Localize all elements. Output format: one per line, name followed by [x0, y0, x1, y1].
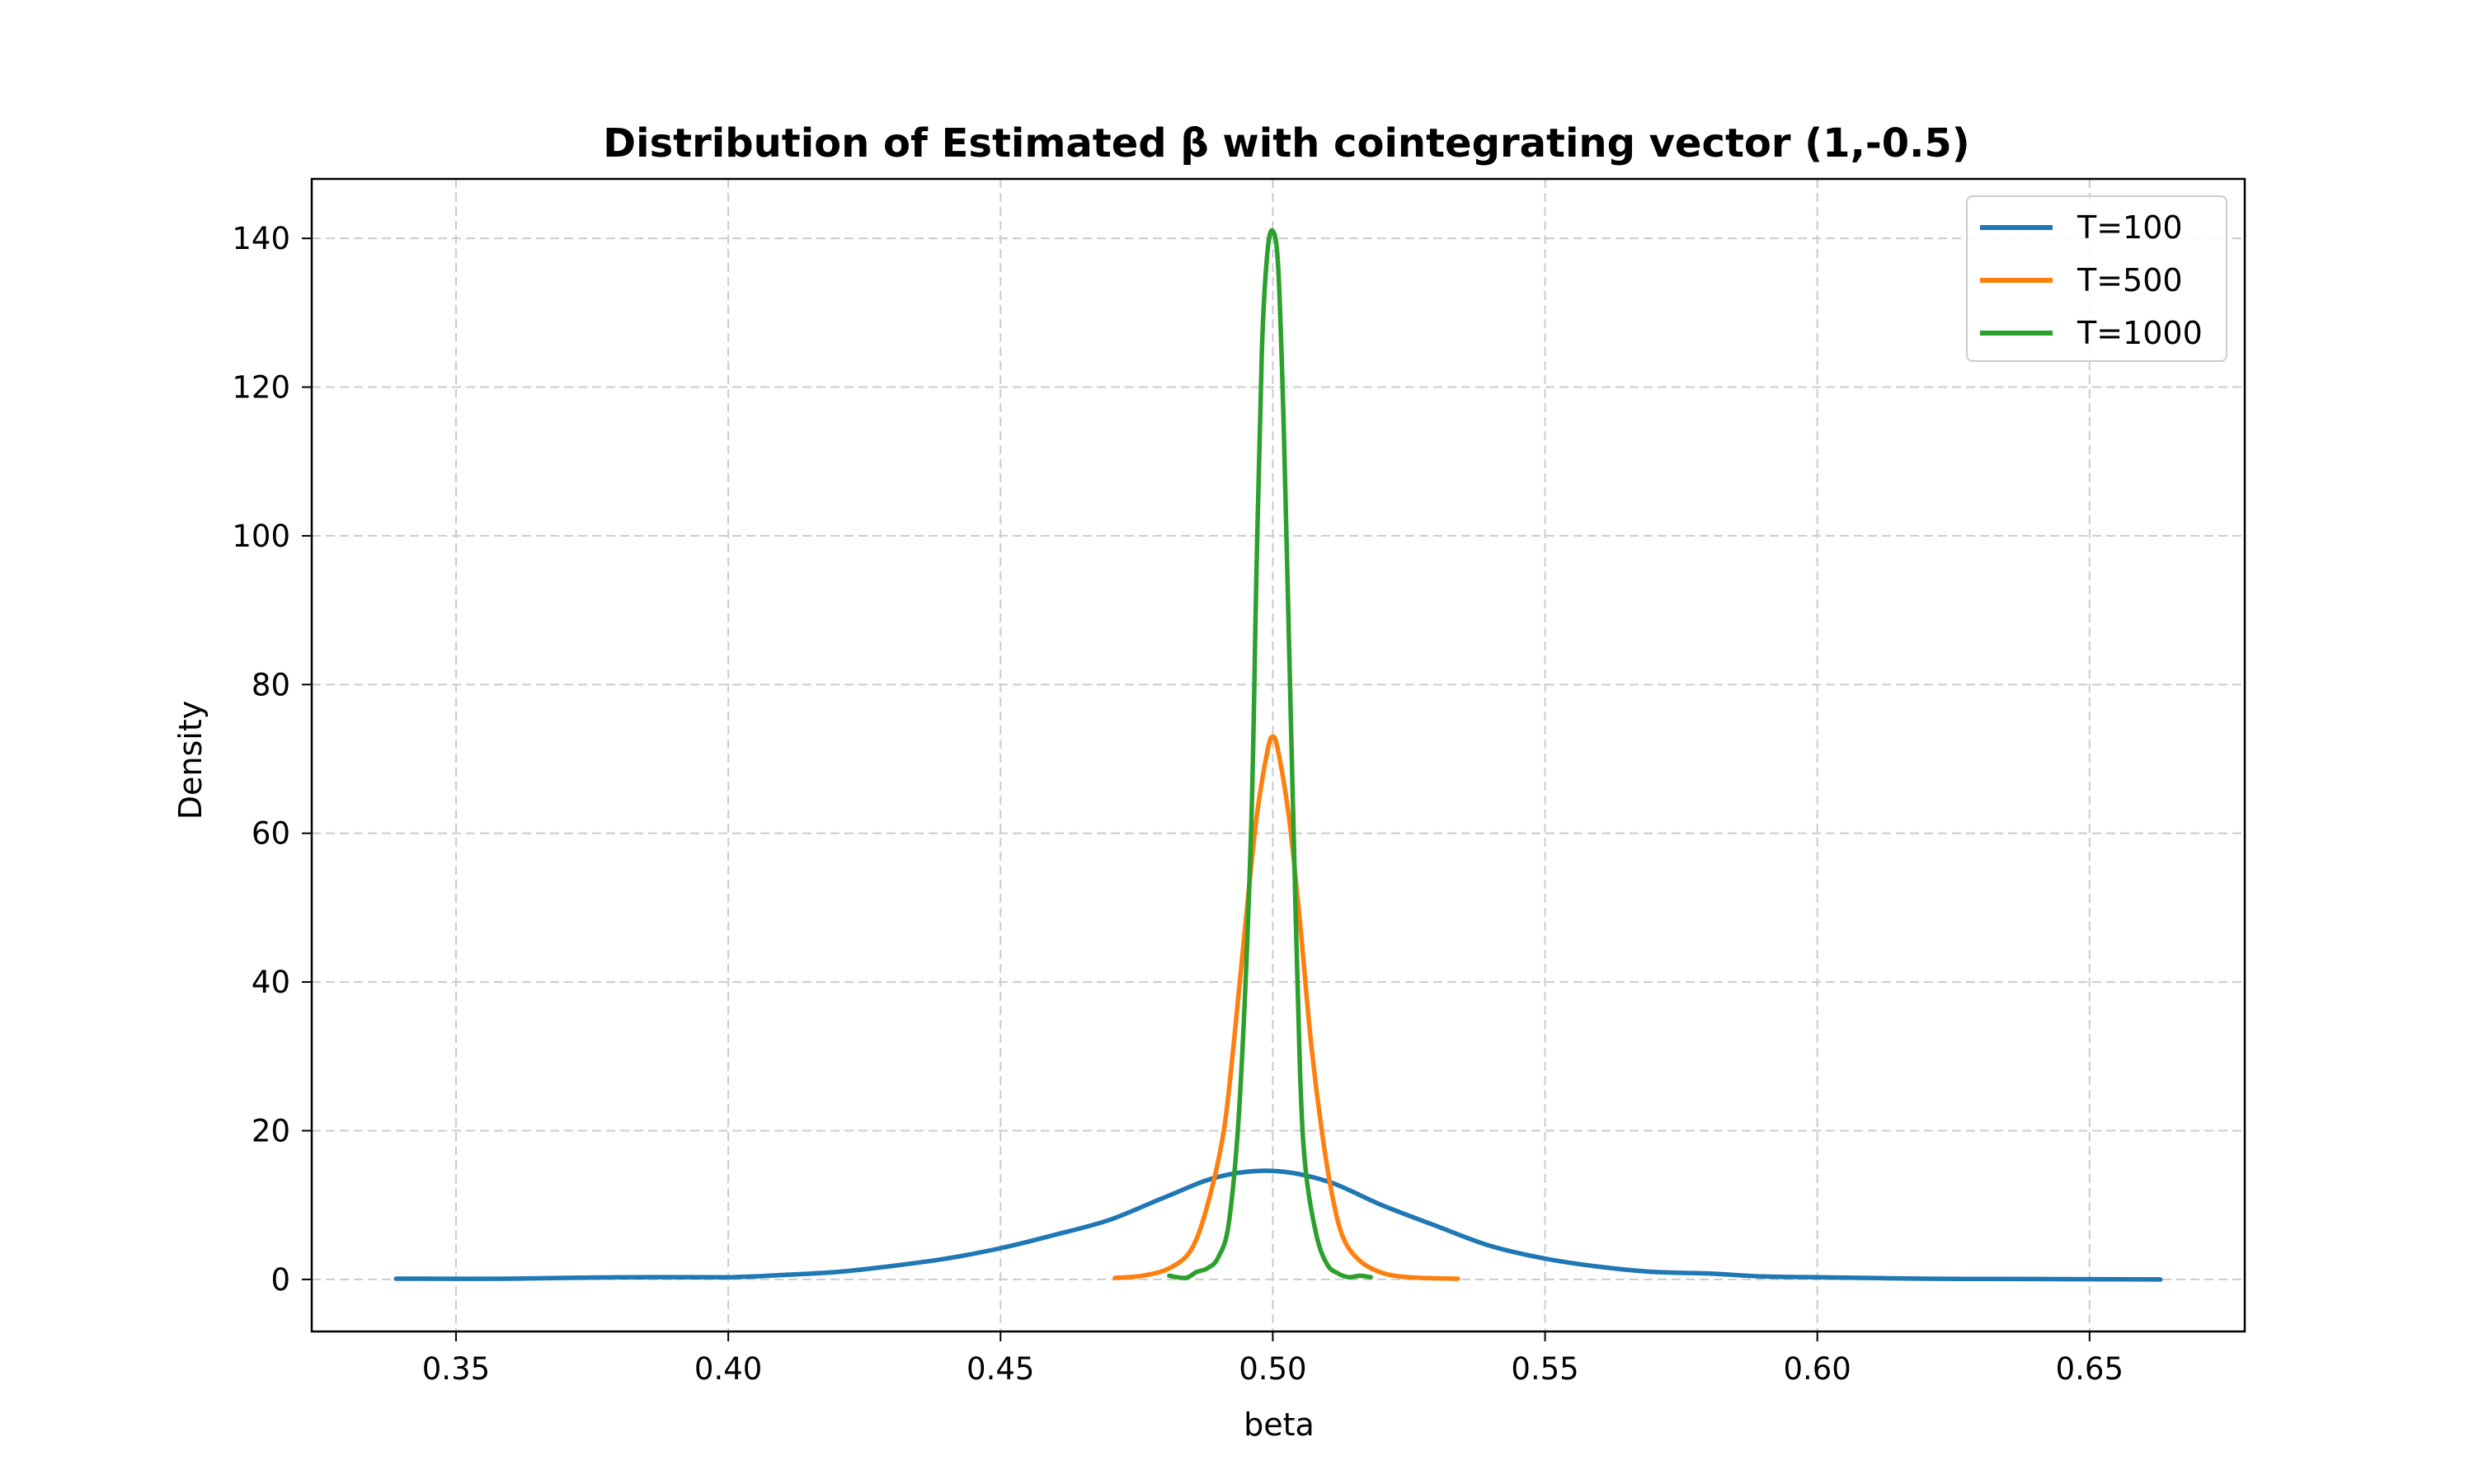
x-tick-label: 0.50 — [1239, 1351, 1306, 1387]
chart-title: Distribution of Estimated β with cointeg… — [603, 120, 1969, 167]
x-tick-label: 0.35 — [422, 1351, 490, 1387]
y-tick-label: 20 — [252, 1113, 290, 1148]
series-line-t-500 — [1112, 734, 1460, 1281]
y-tick-label: 0 — [270, 1262, 290, 1298]
y-tick-label: 60 — [252, 816, 290, 852]
grid — [312, 179, 2245, 1331]
legend-label: T=100 — [2077, 209, 2183, 246]
y-tick-label: 80 — [252, 667, 290, 702]
axis-ticks: 0.35 0.40 0.45 0.50 0.55 0.60 0.65 0 20 40 60 80 100… — [232, 221, 2124, 1387]
x-tick-label: 0.55 — [1511, 1351, 1578, 1387]
y-tick-label: 140 — [232, 221, 290, 256]
legend-box — [1966, 195, 2227, 362]
x-tick-label: 0.60 — [1783, 1351, 1851, 1387]
x-tick-label: 0.45 — [967, 1351, 1034, 1387]
legend-label: T=1000 — [2077, 315, 2203, 351]
y-tick-label: 40 — [252, 965, 290, 1000]
x-axis-label: beta — [1244, 1407, 1315, 1443]
plot-series — [393, 228, 2163, 1282]
x-tick-label: 0.65 — [2056, 1351, 2124, 1387]
y-tick-label: 120 — [232, 370, 290, 406]
series-line-t-1000 — [1167, 228, 1373, 1280]
legend-label: T=500 — [2077, 262, 2183, 298]
x-tick-label: 0.40 — [694, 1351, 762, 1387]
legend: T=100 T=500 T=1000 — [1966, 195, 2227, 362]
y-tick-label: 100 — [232, 519, 290, 554]
plot-frame — [310, 177, 2246, 1333]
y-axis-label: Density — [172, 701, 209, 819]
series-line-t-100 — [393, 1168, 2163, 1282]
